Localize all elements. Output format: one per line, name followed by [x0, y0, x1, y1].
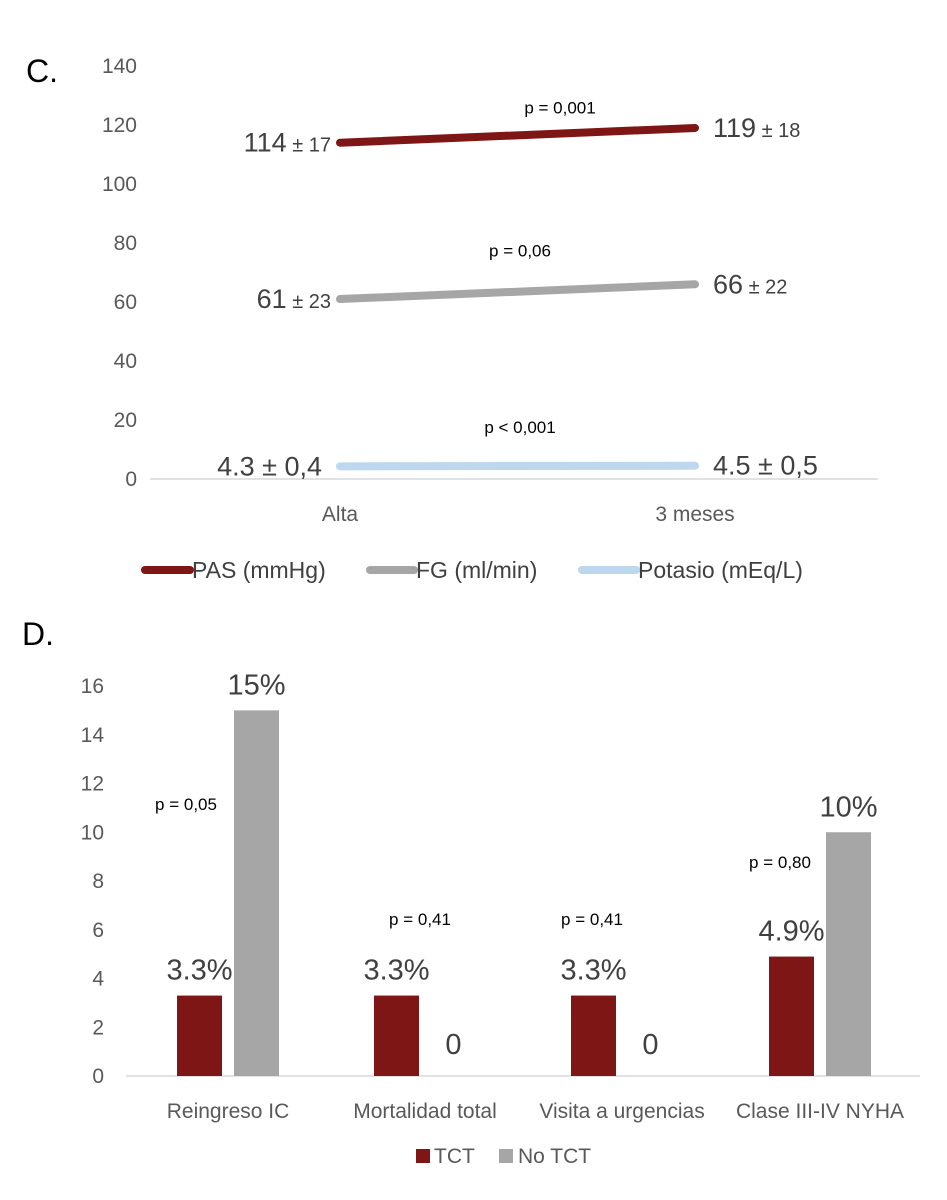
bar-value-label: 10%	[819, 791, 877, 823]
y-tick-label: 20	[114, 409, 137, 432]
y-tick-label: 10	[81, 821, 104, 844]
legend-label: PAS (mmHg)	[192, 557, 326, 583]
panel-c-line-chart: C. 0 20 40 60 80 100 120 140 Alta 3 meses 114 ± 17…	[26, 53, 878, 583]
y-tick-label: 60	[114, 291, 137, 314]
legend-swatch-no-tct	[499, 1149, 513, 1163]
bar-tct	[374, 995, 419, 1076]
value-label-start: 114 ± 17	[244, 128, 331, 158]
p-value-label: p = 0,06	[489, 242, 551, 261]
y-tick-label: 8	[92, 870, 104, 893]
value-label-start: 4.3 ± 0,4	[217, 451, 322, 481]
y-tick-label: 4	[92, 968, 104, 991]
panel-d-bar-chart: D. 0 2 4 6 8 10 12 14 16 Reingreso IC Mortalidad t…	[22, 616, 920, 1168]
bar-value-label: 0	[445, 1029, 461, 1061]
p-value-label: p = 0,80	[749, 853, 811, 872]
legend-label: Potasio (mEq/L)	[638, 557, 803, 583]
panel-c-label: C.	[26, 53, 58, 89]
x-category-label: Clase III-IV NYHA	[736, 1100, 904, 1123]
bar-tct	[177, 995, 222, 1076]
p-value-label: p = 0,05	[155, 795, 217, 814]
y-tick-label: 14	[81, 724, 105, 747]
value-label-end: 4.5 ± 0,5	[713, 451, 818, 481]
bar-no-tct	[826, 832, 871, 1076]
y-tick-label: 40	[114, 350, 137, 373]
value-label-start: 61 ± 23	[257, 284, 331, 314]
value-label-end: 119 ± 18	[713, 113, 800, 143]
x-category-label: 3 meses	[655, 503, 734, 526]
legend-label: FG (ml/min)	[416, 557, 537, 583]
bar-no-tct	[234, 710, 279, 1076]
y-tick-label: 100	[102, 173, 137, 196]
y-tick-label: 2	[92, 1016, 104, 1039]
series-line-3	[336, 461, 699, 471]
x-category-label: Alta	[322, 503, 359, 526]
y-tick-label: 120	[102, 114, 137, 137]
y-tick-label: 16	[81, 675, 104, 698]
bar-value-label: 15%	[227, 669, 285, 701]
y-tick-label: 0	[125, 468, 137, 491]
bar-tct	[571, 995, 616, 1076]
bar-value-label: 0	[642, 1029, 658, 1061]
legend-label-no-tct: No TCT	[518, 1145, 591, 1168]
y-tick-label: 140	[102, 55, 137, 78]
series-line-1	[336, 123, 699, 147]
x-category-label: Mortalidad total	[353, 1100, 497, 1123]
p-value-label: p < 0,001	[484, 418, 555, 437]
value-label-end: 66 ± 22	[713, 269, 787, 299]
panel-d-label: D.	[22, 616, 54, 652]
bar-value-label: 3.3%	[363, 955, 429, 987]
p-value-label: p = 0,41	[389, 910, 451, 929]
bar-value-label: 3.3%	[560, 955, 626, 987]
x-category-label: Reingreso IC	[167, 1100, 290, 1123]
legend-swatch-tct	[416, 1149, 430, 1163]
bar-value-label: 4.9%	[758, 916, 824, 948]
bar-value-label: 3.3%	[166, 955, 232, 987]
y-tick-label: 80	[114, 232, 137, 255]
x-category-label: Visita a urgencias	[539, 1100, 704, 1123]
legend-label-tct: TCT	[434, 1145, 475, 1168]
y-tick-label: 6	[92, 919, 104, 942]
y-tick-label: 12	[81, 773, 104, 796]
bar-tct	[769, 956, 814, 1076]
series-line-2	[336, 280, 699, 304]
p-value-label: p = 0,001	[524, 98, 595, 117]
p-value-label: p = 0,41	[561, 910, 623, 929]
y-tick-label: 0	[92, 1065, 104, 1088]
